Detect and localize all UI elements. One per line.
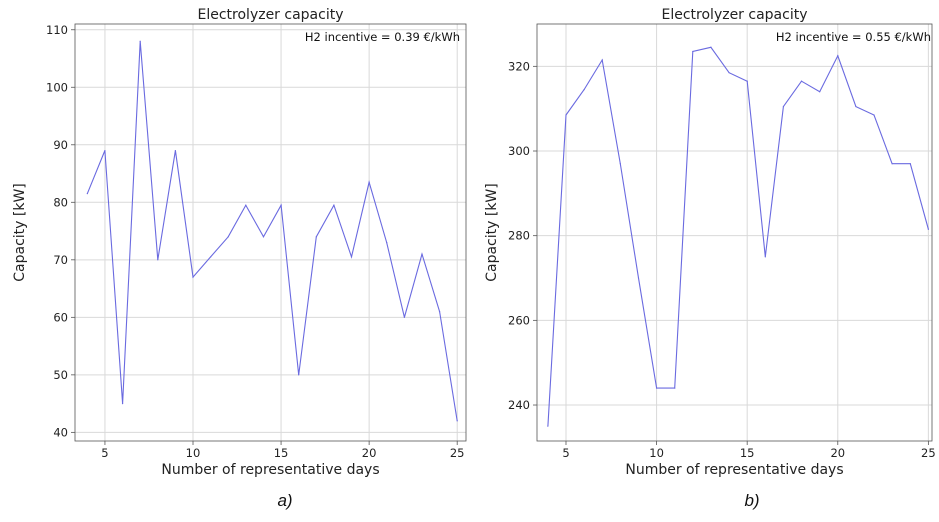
data-point xyxy=(386,241,388,244)
data-point xyxy=(298,374,300,376)
x-tick-label: 25 xyxy=(921,446,936,460)
data-point xyxy=(245,204,247,206)
data-point xyxy=(819,91,821,93)
y-tick-label: 70 xyxy=(53,253,68,267)
data-point xyxy=(403,316,405,318)
y-tick-label: 40 xyxy=(53,425,68,439)
panel-caption: a) xyxy=(277,491,292,510)
data-point xyxy=(157,259,159,261)
data-point xyxy=(927,228,929,230)
y-ticks: 40 50 60 70 80 90 100 110 xyxy=(46,23,75,439)
data-point xyxy=(800,80,803,82)
y-tick-label: 110 xyxy=(46,23,68,37)
data-point xyxy=(637,277,640,279)
data-point xyxy=(174,149,176,152)
x-ticks: 5 10 15 20 25 xyxy=(101,441,465,460)
y-tick-label: 300 xyxy=(508,144,530,158)
data-point xyxy=(280,204,282,206)
data-point xyxy=(262,236,265,238)
data-point xyxy=(350,256,353,258)
data-point xyxy=(619,163,621,165)
data-point xyxy=(86,193,88,195)
y-tick-label: 90 xyxy=(53,138,68,152)
data-point xyxy=(368,181,370,183)
chart-panel-b: 5 10 15 20 25 240 260 280 300 320 Electrolyzer c… xyxy=(484,7,936,510)
data-point xyxy=(837,55,839,57)
data-point xyxy=(121,403,124,405)
plot-frame xyxy=(74,23,467,442)
data-point xyxy=(210,256,212,258)
data-point xyxy=(909,163,911,165)
chart-title: Electrolyzer capacity xyxy=(662,7,808,23)
x-ticks: 5 10 15 20 25 xyxy=(562,441,936,460)
series-line xyxy=(86,41,458,421)
data-point xyxy=(104,149,106,152)
data-point xyxy=(192,276,194,278)
y-axis-label: Capacity [kW] xyxy=(12,183,28,282)
data-point xyxy=(227,236,229,238)
y-tick-label: 80 xyxy=(53,195,68,209)
data-point xyxy=(547,425,549,427)
chart-title: Electrolyzer capacity xyxy=(198,7,344,23)
x-tick-label: 25 xyxy=(450,446,465,460)
data-point xyxy=(891,163,893,165)
x-tick-label: 20 xyxy=(362,446,377,460)
y-tick-label: 260 xyxy=(508,313,530,327)
y-tick-label: 60 xyxy=(53,310,68,324)
x-axis-label: Number of representative days xyxy=(625,462,843,478)
data-point xyxy=(674,387,676,389)
chart-panel-a: 5 10 15 20 25 40 50 60 70 80 90 100 110 Electrolyze… xyxy=(12,7,467,510)
data-point xyxy=(655,387,658,389)
data-point xyxy=(710,46,712,48)
data-point xyxy=(728,72,730,74)
data-point xyxy=(315,236,317,238)
data-point xyxy=(782,105,785,108)
data-point xyxy=(746,80,748,82)
data-point xyxy=(764,256,766,258)
data-point xyxy=(139,40,141,42)
series-line xyxy=(547,46,929,427)
panel-caption: b) xyxy=(744,491,759,510)
y-ticks: 240 260 280 300 320 xyxy=(508,59,537,412)
data-point xyxy=(333,204,335,206)
data-point xyxy=(438,310,441,313)
data-point xyxy=(421,253,423,255)
data-point xyxy=(692,50,694,53)
y-tick-label: 320 xyxy=(508,59,530,73)
y-tick-label: 100 xyxy=(46,80,68,94)
data-point xyxy=(873,114,875,116)
x-tick-label: 20 xyxy=(830,446,845,460)
x-tick-label: 5 xyxy=(562,446,569,460)
data-point xyxy=(855,105,857,108)
y-axis-label: Capacity [kW] xyxy=(484,183,500,282)
x-axis-label: Number of representative days xyxy=(161,462,379,478)
x-tick-label: 15 xyxy=(274,446,289,460)
x-tick-label: 10 xyxy=(649,446,664,460)
annotation: H2 incentive = 0.39 €/kWh xyxy=(305,30,460,44)
x-tick-label: 5 xyxy=(101,446,108,460)
data-point xyxy=(583,89,585,91)
y-tick-label: 240 xyxy=(508,398,530,412)
annotation: H2 incentive = 0.55 €/kWh xyxy=(776,30,931,44)
data-point xyxy=(565,114,567,116)
x-tick-label: 15 xyxy=(740,446,755,460)
plot-frame xyxy=(536,23,933,442)
grid xyxy=(75,24,466,441)
data-point xyxy=(601,59,603,61)
y-tick-label: 280 xyxy=(508,229,530,243)
data-point xyxy=(456,420,458,422)
grid xyxy=(537,24,932,441)
y-tick-label: 50 xyxy=(53,368,68,382)
x-tick-label: 10 xyxy=(186,446,201,460)
